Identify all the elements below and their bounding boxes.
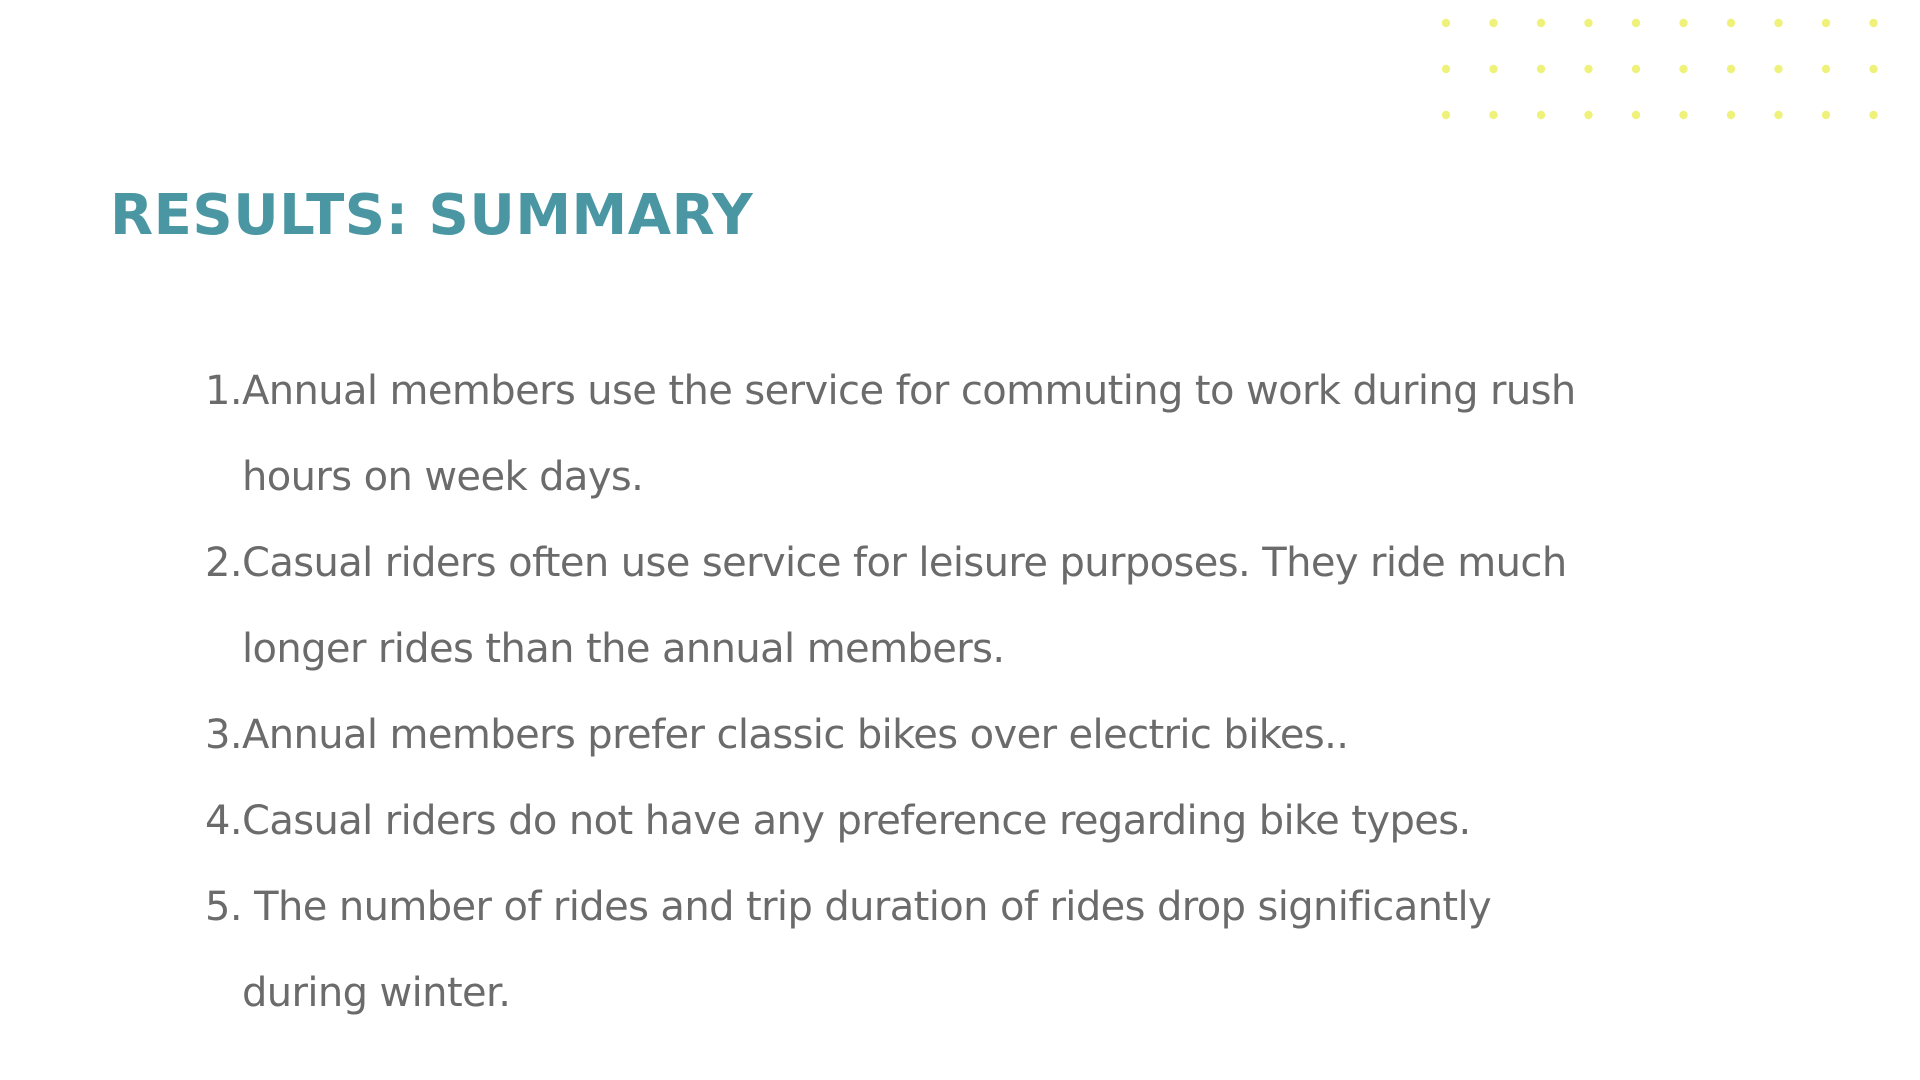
- dot: [1584, 18, 1593, 28]
- dot: [1679, 18, 1688, 28]
- list-item-number: 4.: [205, 798, 243, 844]
- dot: [1489, 110, 1498, 120]
- dot: [1726, 64, 1736, 74]
- dot: [1631, 64, 1641, 74]
- list-item-line: Annual members prefer classic bikes over…: [242, 712, 1349, 758]
- dot: [1774, 18, 1783, 28]
- dot: [1489, 18, 1498, 28]
- list-item-number: 1.: [205, 368, 243, 414]
- dot: [1679, 64, 1688, 74]
- dot: [1536, 18, 1546, 28]
- list-item-line: during winter.: [242, 970, 511, 1016]
- dot: [1869, 18, 1878, 28]
- dot: [1536, 64, 1546, 74]
- list-item: 1. Annual members use the service for co…: [200, 348, 1760, 520]
- list-item-number: 2.: [205, 540, 243, 586]
- dot: [1821, 64, 1831, 74]
- list-item-number: 5.: [205, 884, 243, 930]
- dot: [1584, 64, 1593, 74]
- dot: [1774, 110, 1783, 120]
- list-item-line: The number of rides and trip duration of…: [242, 884, 1492, 930]
- dot: [1441, 64, 1451, 74]
- dot: [1441, 110, 1451, 120]
- list-item: 5. The number of rides and trip duration…: [200, 864, 1760, 1036]
- dot: [1869, 110, 1878, 120]
- list-item-line: hours on week days.: [242, 454, 644, 500]
- dot: [1489, 64, 1498, 74]
- list-item-line: Casual riders do not have any preference…: [242, 798, 1471, 844]
- dot: [1821, 110, 1831, 120]
- dot: [1441, 18, 1451, 28]
- slide-title: RESULTS: SUMMARY: [110, 183, 754, 248]
- dot: [1584, 110, 1593, 120]
- dot: [1774, 64, 1783, 74]
- dot: [1869, 64, 1878, 74]
- dot: [1536, 110, 1546, 120]
- dot: [1726, 110, 1736, 120]
- list-item: 2. Casual riders often use service for l…: [200, 520, 1760, 692]
- dot: [1631, 18, 1641, 28]
- list-item-number: 3.: [205, 712, 243, 758]
- dot: [1726, 18, 1736, 28]
- dot-pattern-icon: [1441, 18, 1878, 120]
- dot: [1679, 110, 1688, 120]
- dot: [1821, 18, 1831, 28]
- list-item-line: longer rides than the annual members.: [242, 626, 1005, 672]
- summary-list: 1. Annual members use the service for co…: [200, 348, 1760, 1036]
- list-item: 3. Annual members prefer classic bikes o…: [200, 692, 1760, 778]
- list-item-line: Casual riders often use service for leis…: [242, 540, 1567, 586]
- list-item-line: Annual members use the service for commu…: [242, 368, 1576, 414]
- dot: [1631, 110, 1641, 120]
- list-item: 4. Casual riders do not have any prefere…: [200, 778, 1760, 864]
